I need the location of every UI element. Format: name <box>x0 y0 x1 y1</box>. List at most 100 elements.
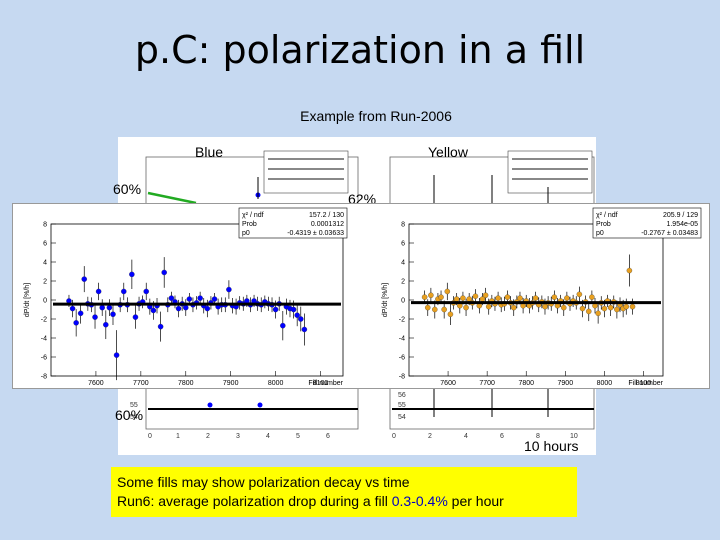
yellow-data-point <box>626 267 633 274</box>
svg-text:54: 54 <box>130 414 138 421</box>
yellow-data-point <box>564 295 570 301</box>
yellow-data-point <box>482 292 489 299</box>
yellow-y-axis-label: dP/dt [%/h] <box>382 283 389 317</box>
summary-note: Some fills may show polarization decay v… <box>111 467 577 517</box>
yellow-data-point <box>510 304 517 311</box>
blue-x-axis-label: Fill number <box>308 380 343 387</box>
note-line-2-suffix: per hour <box>447 493 504 509</box>
yellow-data-point <box>623 303 630 310</box>
yellow-data-point <box>517 295 523 301</box>
yellow-data-point <box>425 304 431 311</box>
blue-data-point <box>197 295 203 301</box>
yellow-fit-stat-name: Prob <box>596 221 611 228</box>
blue-fit-stat-name: p0 <box>242 230 250 237</box>
yellow-data-point <box>453 296 460 302</box>
yellow-data-point <box>576 291 583 298</box>
blue-ytick-label: 2 <box>43 279 47 286</box>
blue-data-point <box>183 304 189 311</box>
svg-text:4: 4 <box>266 433 270 440</box>
yellow-data-point <box>441 306 447 313</box>
blue-data-point <box>150 307 157 314</box>
blue-ytick-label: 4 <box>43 260 47 267</box>
svg-text:55: 55 <box>130 402 138 409</box>
blue-fit-stat-name: Prob <box>242 221 257 228</box>
svg-text:5: 5 <box>296 433 300 440</box>
yellow-data-point <box>586 308 592 315</box>
yellow-data-point <box>504 294 511 300</box>
blue-data-point <box>298 316 304 322</box>
yellow-ytick-label: -4 <box>399 336 405 343</box>
note-line-2-value: 0.3-0.4% <box>391 493 448 509</box>
svg-text:10: 10 <box>570 433 578 440</box>
blue-fit-stats-box <box>238 207 348 239</box>
blue-data-point <box>272 306 279 313</box>
yellow-data-point <box>444 288 451 295</box>
yellow-label: Yellow <box>428 144 468 160</box>
yellow-data-point <box>421 294 428 300</box>
blue-data-point <box>121 288 127 295</box>
blue-ytick-label: -6 <box>41 355 47 362</box>
yellow-xtick-label: 7900 <box>558 380 574 387</box>
svg-text:55: 55 <box>398 402 406 409</box>
fill-rate-plots: -8 -6 -4 -2 0 2 4 6 8 7600 7700 7800 7900 8000 8100 dP/… <box>24 207 702 387</box>
blue-fit-stat-value: 0.0001312 <box>311 221 344 228</box>
yellow-data-point <box>607 304 614 311</box>
blue-data-point <box>99 304 105 311</box>
yellow-data-point <box>438 294 444 300</box>
svg-text:56: 56 <box>398 392 406 399</box>
blue-data-point <box>161 269 167 276</box>
blue-fit-stat-value: -0.4319 ± 0.03633 <box>287 230 344 237</box>
blue-data-point <box>69 305 76 312</box>
blue-data-point <box>81 276 87 282</box>
yellow-fit-stat-value: -0.2767 ± 0.03483 <box>641 230 698 237</box>
yellow-xtick-label: 8100 <box>636 380 652 387</box>
yellow-ytick-label: -2 <box>399 317 405 324</box>
yellow-fit-stat-name: χ² / ndf <box>596 212 618 219</box>
yellow-data-point <box>589 294 595 300</box>
blue-data-point <box>103 321 109 328</box>
yellow-data-point <box>601 305 608 312</box>
blue-data-point <box>211 296 218 302</box>
blue-data-point <box>301 326 308 333</box>
blue-data-point <box>186 296 193 302</box>
blue-data-point <box>77 310 84 317</box>
blue-data-point <box>110 311 116 318</box>
yellow-fit-stat-name: p0 <box>596 230 604 237</box>
blue-data-point <box>280 322 286 329</box>
yellow-ytick-label: 0 <box>401 298 405 305</box>
note-line-1: Some fills may show polarization decay v… <box>117 474 410 490</box>
yellow-data-point <box>560 304 567 311</box>
blue-data-point <box>113 352 120 358</box>
svg-text:54: 54 <box>398 414 406 421</box>
blue-data-point <box>132 314 139 320</box>
yellow-data-point <box>432 306 438 313</box>
svg-text:0: 0 <box>392 433 396 440</box>
blue-data-point <box>106 304 113 311</box>
blue-ytick-label: 8 <box>43 222 47 229</box>
yellow-data-point <box>629 303 636 310</box>
blue-y-axis-label: dP/dt [%/h] <box>24 283 31 317</box>
blue-data-point <box>157 323 164 330</box>
blue-data-point <box>95 288 102 295</box>
blue-data-point <box>73 320 79 326</box>
svg-text:2: 2 <box>428 433 432 440</box>
blue-data-point <box>92 314 98 320</box>
yellow-data-point <box>595 310 601 317</box>
blue-ytick-label: 6 <box>43 241 47 248</box>
yellow-data-point <box>614 306 620 313</box>
yellow-data-point <box>472 293 479 299</box>
time-axis-label: 10 hours <box>524 438 579 454</box>
yellow-ytick-label: 8 <box>401 222 405 229</box>
blue-xtick-label: 7900 <box>223 380 239 387</box>
svg-text:0: 0 <box>148 433 152 440</box>
blue-xtick-label: 7700 <box>133 380 149 387</box>
blue-data-point <box>143 288 149 295</box>
blue-data-point <box>175 305 182 312</box>
yellow-data-point <box>551 294 558 300</box>
yellow-data-point <box>463 304 469 311</box>
yellow-data-point <box>495 295 501 301</box>
pct-60-top-label: 60% <box>113 181 142 197</box>
yellow-ytick-label: 6 <box>401 241 405 248</box>
svg-text:1: 1 <box>176 433 180 440</box>
yellow-xtick-label: 8000 <box>597 380 613 387</box>
